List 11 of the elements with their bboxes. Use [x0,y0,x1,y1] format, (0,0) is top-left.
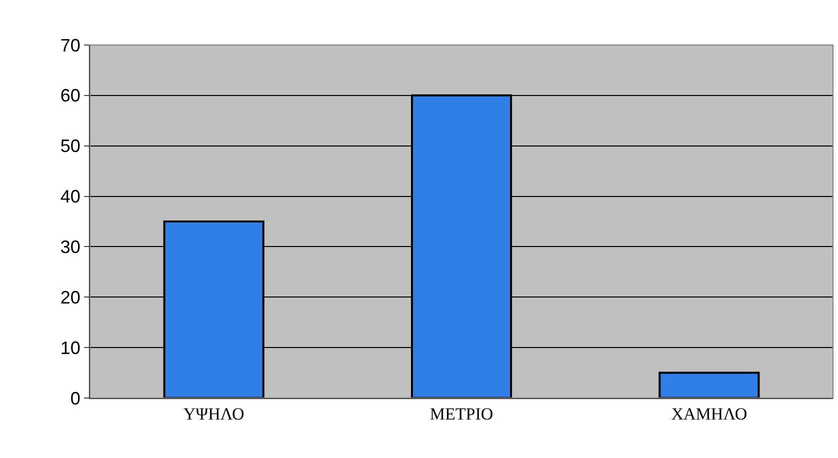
y-tick-label: 50 [60,136,80,156]
y-tick-label: 60 [60,86,80,106]
y-tick-label: 30 [60,237,80,258]
y-tick-label: 20 [60,287,80,308]
y-tick-label: 0 [70,388,80,408]
y-tick-label: 70 [60,35,80,56]
x-tick-label: ΧΑΜΗΛΟ [671,404,748,424]
y-tick-label: 10 [60,338,80,358]
x-tick-label: ΥΨΗΛΟ [183,404,244,424]
x-tick-label: ΜΕΤΡΙΟ [430,404,494,424]
y-tick-label: 40 [60,186,80,207]
